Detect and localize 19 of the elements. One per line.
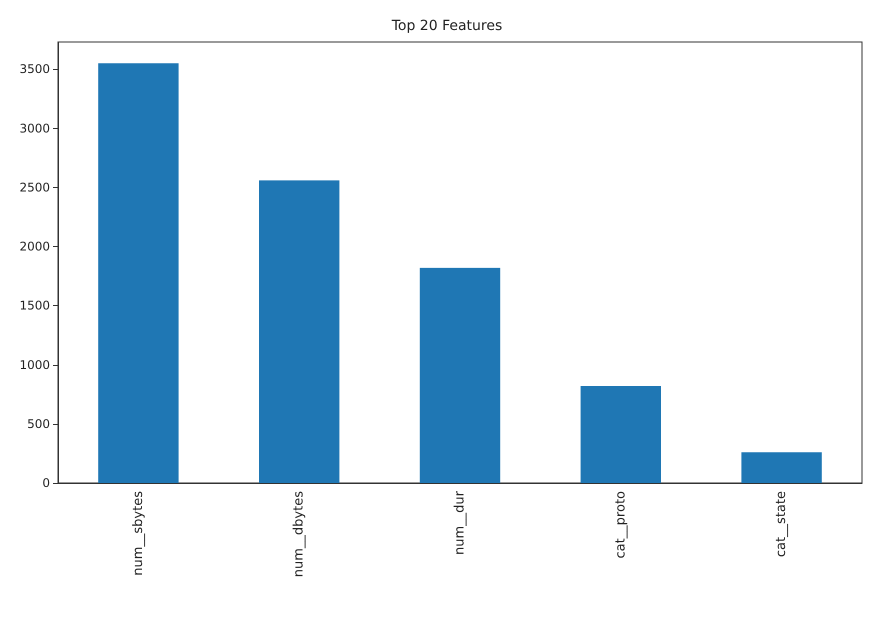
bar — [741, 452, 822, 483]
x-tick-label: num__dur — [452, 490, 468, 555]
x-tick-label: cat__state — [774, 491, 790, 558]
y-tick-label: 2500 — [19, 180, 50, 194]
y-tick-label: 0 — [42, 476, 50, 490]
x-tick-label: cat__proto — [613, 490, 628, 559]
chart-title: Top 20 Features — [390, 18, 502, 34]
bar — [259, 180, 340, 483]
x-tick-label: num__sbytes — [130, 490, 146, 576]
bar — [420, 268, 500, 483]
y-tick-label: 500 — [27, 416, 50, 431]
y-tick-label: 3000 — [19, 121, 50, 136]
y-tick-label: 3500 — [19, 62, 50, 76]
bar — [98, 63, 179, 483]
y-tick-label: 2000 — [19, 240, 50, 254]
bar — [580, 386, 661, 483]
y-tick-label: 1000 — [19, 358, 50, 372]
y-tick-label: 1500 — [19, 298, 50, 313]
x-tick-label: num__dbytes — [292, 490, 307, 578]
